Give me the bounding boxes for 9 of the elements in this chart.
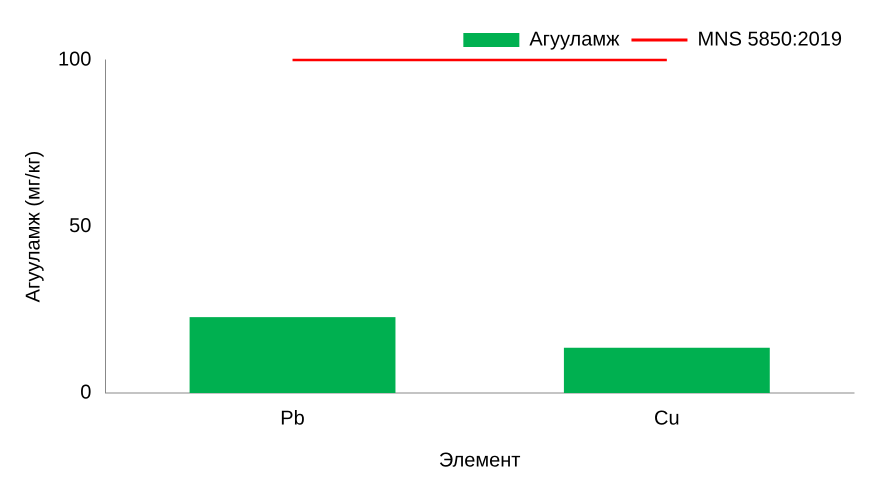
legend-label: MNS 5850:2019 — [697, 28, 842, 51]
x-axis-title: Элемент — [438, 450, 520, 472]
y-tick-label: 50 — [69, 215, 92, 238]
y-tick-label: 100 — [58, 48, 92, 71]
legend-label: Агууламж — [529, 28, 620, 51]
y-tick-label: 0 — [80, 382, 92, 404]
x-tick-label: Pb — [280, 408, 305, 430]
y-axis-title: Агууламж (мг/кг) — [22, 150, 45, 302]
x-tick-label: Cu — [654, 408, 680, 430]
